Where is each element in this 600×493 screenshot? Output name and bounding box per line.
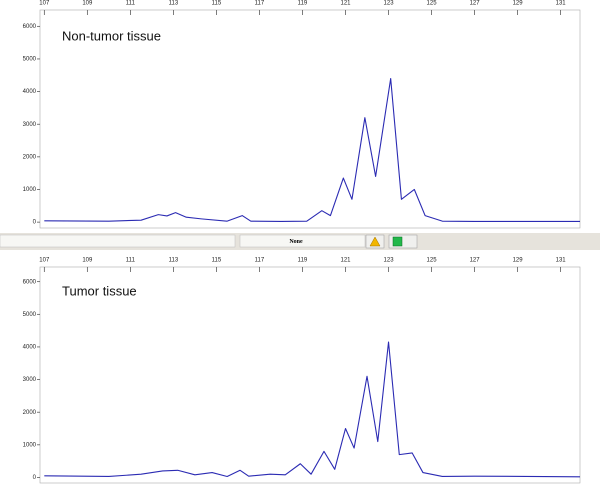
x-tick-label: 125 — [427, 258, 438, 264]
plot-area — [39, 9, 581, 229]
y-tick-label: 4000 — [23, 89, 37, 95]
x-tick-label: 121 — [340, 1, 351, 7]
status-label: None — [289, 239, 303, 245]
warning-icon — [369, 236, 381, 247]
y-tick-label: 5000 — [23, 312, 37, 318]
x-tick-label: 115 — [212, 258, 222, 264]
y-tick-label: 3000 — [23, 122, 37, 128]
x-tick-label: 107 — [39, 1, 50, 7]
chart-annotation: Non-tumor tissue — [62, 28, 161, 43]
x-tick-label: 127 — [470, 1, 481, 7]
x-tick-label: 129 — [513, 258, 524, 264]
y-tick-label: 4000 — [23, 345, 37, 351]
trace-line — [44, 341, 581, 478]
x-tick-label: 119 — [298, 1, 308, 7]
x-tick-label: 111 — [126, 258, 136, 264]
y-tick-label: 2000 — [23, 154, 37, 160]
x-tick-label: 131 — [556, 1, 567, 7]
x-tick-label: 113 — [169, 1, 179, 7]
x-tick-label: 111 — [126, 1, 136, 7]
y-tick-label: 3000 — [23, 377, 37, 383]
x-tick-label: 109 — [82, 1, 93, 7]
x-tick-label: 129 — [513, 1, 524, 7]
status-field — [0, 234, 236, 248]
x-tick-label: 107 — [39, 258, 50, 264]
y-tick-label: 0 — [33, 220, 37, 226]
y-tick-label: 6000 — [23, 24, 37, 30]
chart-annotation: Tumor tissue — [62, 283, 137, 298]
x-tick-label: 117 — [255, 1, 265, 7]
plot-area — [39, 266, 581, 484]
x-tick-label: 115 — [212, 1, 222, 7]
x-tick-label: 117 — [255, 258, 265, 264]
x-tick-label: 127 — [470, 258, 481, 264]
y-tick-label: 0 — [33, 475, 37, 481]
x-tick-label: 131 — [556, 258, 567, 264]
x-tick-label: 123 — [384, 1, 395, 7]
x-tick-label: 123 — [384, 258, 395, 264]
y-tick-label: 5000 — [23, 57, 37, 63]
x-tick-label: 113 — [169, 258, 179, 264]
ok-icon — [392, 236, 403, 247]
y-tick-label: 1000 — [23, 187, 37, 193]
x-tick-label: 125 — [427, 1, 438, 7]
trace-line — [44, 77, 580, 223]
y-tick-label: 2000 — [23, 410, 37, 416]
x-tick-label: 109 — [82, 258, 93, 264]
status-field — [239, 234, 366, 248]
y-tick-label: 6000 — [23, 279, 37, 285]
x-tick-label: 121 — [340, 258, 351, 264]
x-tick-label: 119 — [298, 258, 308, 264]
y-tick-label: 1000 — [23, 442, 37, 448]
